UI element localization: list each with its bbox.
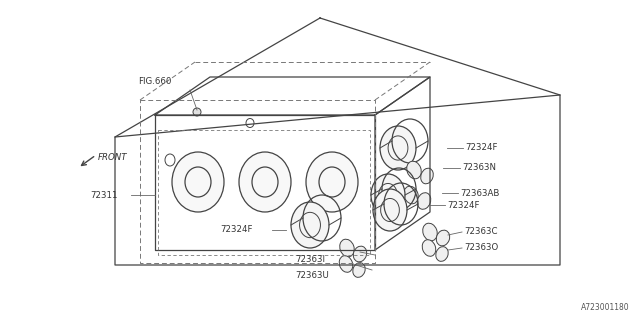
Ellipse shape bbox=[339, 256, 353, 272]
Text: 72324F: 72324F bbox=[465, 143, 497, 153]
Ellipse shape bbox=[353, 263, 365, 277]
Ellipse shape bbox=[423, 223, 437, 241]
Ellipse shape bbox=[373, 189, 407, 231]
Ellipse shape bbox=[193, 108, 201, 116]
Ellipse shape bbox=[172, 152, 224, 212]
Ellipse shape bbox=[353, 246, 367, 262]
Text: A723001180: A723001180 bbox=[581, 303, 630, 312]
Ellipse shape bbox=[420, 168, 433, 184]
Ellipse shape bbox=[239, 152, 291, 212]
Ellipse shape bbox=[436, 247, 448, 261]
Ellipse shape bbox=[340, 239, 355, 257]
Ellipse shape bbox=[407, 161, 421, 179]
Ellipse shape bbox=[291, 202, 329, 248]
Text: 72311: 72311 bbox=[90, 190, 118, 199]
Ellipse shape bbox=[371, 174, 405, 216]
Ellipse shape bbox=[436, 230, 450, 246]
Text: 72363O: 72363O bbox=[464, 244, 499, 252]
Ellipse shape bbox=[404, 186, 419, 204]
Text: FRONT: FRONT bbox=[98, 153, 127, 162]
Text: 72324F: 72324F bbox=[220, 226, 253, 235]
Ellipse shape bbox=[306, 152, 358, 212]
Text: 72363AB: 72363AB bbox=[460, 188, 499, 197]
Ellipse shape bbox=[380, 126, 416, 170]
Text: 72363U: 72363U bbox=[295, 270, 329, 279]
Ellipse shape bbox=[417, 193, 431, 209]
Text: 72363N: 72363N bbox=[462, 164, 496, 172]
Text: 72363I: 72363I bbox=[295, 255, 325, 265]
Text: FIG.660: FIG.660 bbox=[138, 77, 172, 86]
Text: 72324F: 72324F bbox=[447, 201, 479, 210]
Text: 72363C: 72363C bbox=[464, 228, 497, 236]
Ellipse shape bbox=[422, 240, 436, 256]
